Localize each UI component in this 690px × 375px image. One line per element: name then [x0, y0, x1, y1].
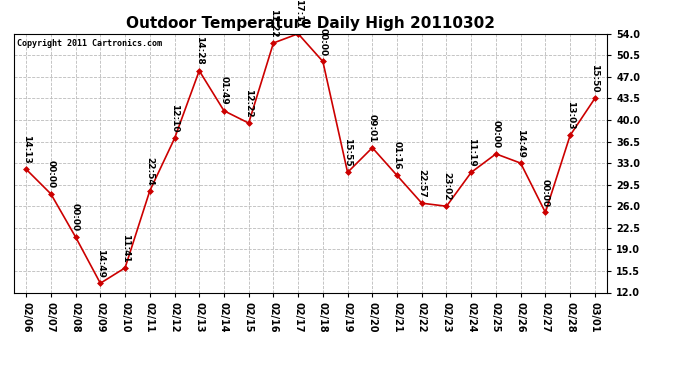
- Text: 00:00: 00:00: [541, 179, 550, 207]
- Text: 22:54: 22:54: [146, 156, 155, 185]
- Text: 00:00: 00:00: [318, 28, 327, 56]
- Text: 15:50: 15:50: [591, 64, 600, 93]
- Text: 11:22: 11:22: [269, 9, 278, 38]
- Text: 14:49: 14:49: [96, 249, 105, 278]
- Text: 14:28: 14:28: [195, 36, 204, 65]
- Text: 14:49: 14:49: [516, 129, 525, 158]
- Text: 12:22: 12:22: [244, 89, 253, 117]
- Text: 00:00: 00:00: [71, 203, 80, 231]
- Text: Copyright 2011 Cartronics.com: Copyright 2011 Cartronics.com: [17, 39, 161, 48]
- Text: 22:57: 22:57: [417, 169, 426, 198]
- Text: 11:41: 11:41: [121, 234, 130, 262]
- Text: 01:49: 01:49: [219, 76, 228, 105]
- Text: 00:00: 00:00: [491, 120, 500, 148]
- Text: 23:02: 23:02: [442, 172, 451, 201]
- Text: 17:11: 17:11: [294, 0, 303, 28]
- Text: 00:00: 00:00: [46, 160, 55, 188]
- Text: 14:13: 14:13: [21, 135, 30, 164]
- Text: 12:10: 12:10: [170, 104, 179, 133]
- Text: 11:19: 11:19: [466, 138, 475, 167]
- Text: 13:03: 13:03: [566, 101, 575, 130]
- Text: 09:01: 09:01: [368, 114, 377, 142]
- Text: 01:16: 01:16: [393, 141, 402, 170]
- Title: Outdoor Temperature Daily High 20110302: Outdoor Temperature Daily High 20110302: [126, 16, 495, 31]
- Text: 15:55: 15:55: [343, 138, 352, 167]
